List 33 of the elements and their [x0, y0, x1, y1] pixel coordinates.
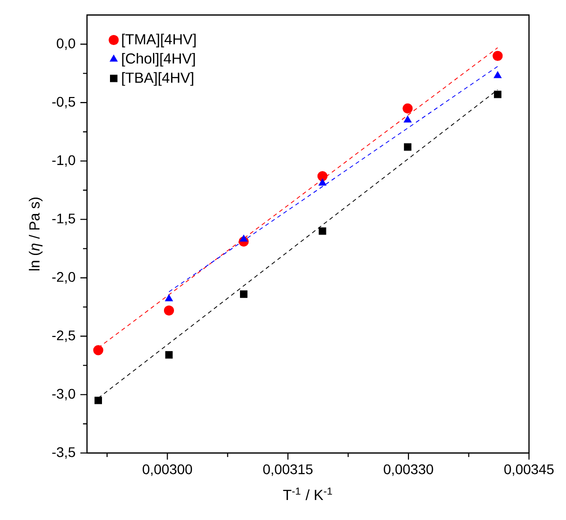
x-tick-label: 0,00300	[142, 464, 192, 476]
x-tick-label: 0,00315	[263, 464, 313, 476]
point	[317, 171, 328, 182]
y-tick-label: -3,5	[52, 447, 76, 459]
point	[240, 234, 248, 242]
y-tick-label: -3,0	[52, 388, 76, 400]
y-tick-label: -0,5	[52, 96, 76, 108]
x-axis-title: T$^{-1}$ / K$^{-1}$	[283, 488, 332, 500]
point	[165, 294, 173, 302]
x-tick-label: 0,00330	[384, 464, 434, 476]
y-tick-label: -2,0	[52, 272, 76, 284]
point	[494, 90, 502, 98]
x-tick-label: 0,00345	[504, 464, 554, 476]
point	[165, 351, 173, 359]
point	[402, 103, 413, 114]
point	[318, 227, 326, 235]
y-tick-label: -2,5	[52, 330, 76, 342]
point	[240, 290, 248, 298]
legend-label: [Chol][4HV]	[122, 52, 195, 67]
y-tick-label: -1,0	[52, 155, 76, 167]
y-tick-label: -1,5	[52, 214, 76, 226]
point	[404, 143, 412, 151]
point	[93, 345, 104, 356]
point	[404, 116, 412, 123]
point	[164, 305, 174, 316]
point	[492, 50, 503, 61]
y-tick-label: 0,0	[56, 38, 76, 50]
point	[494, 71, 502, 78]
legend-label: [TMA][4HV]	[122, 34, 196, 48]
legend-label: [TBA][4HV]	[122, 72, 194, 86]
point	[318, 178, 326, 186]
point	[94, 396, 102, 404]
y-axis-title: ln (η / Pa s)	[28, 198, 42, 270]
